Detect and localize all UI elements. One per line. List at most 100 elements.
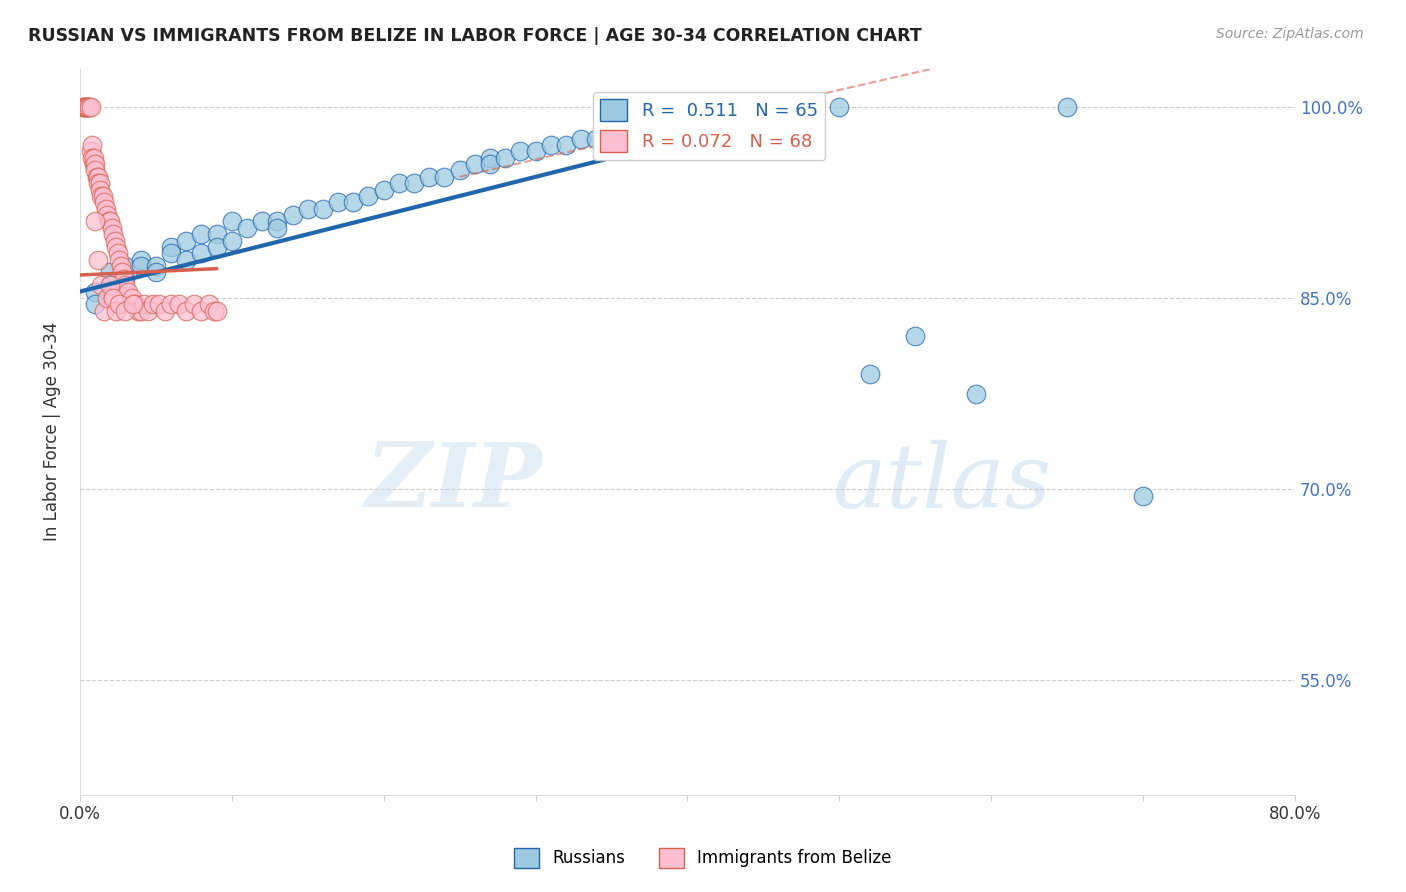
Legend: R =  0.511   N = 65, R = 0.072   N = 68: R = 0.511 N = 65, R = 0.072 N = 68	[593, 92, 825, 160]
Point	[79, 100, 101, 114]
Point	[174, 252, 197, 267]
Point	[828, 100, 851, 114]
Point	[117, 285, 139, 299]
Point	[111, 265, 134, 279]
Point	[692, 112, 714, 127]
Point	[114, 303, 136, 318]
Point	[103, 291, 125, 305]
Point	[167, 297, 190, 311]
Point	[1132, 489, 1154, 503]
Point	[94, 202, 117, 216]
Point	[205, 227, 228, 242]
Point	[89, 176, 111, 190]
Point	[76, 100, 98, 114]
Point	[190, 246, 212, 260]
Point	[75, 100, 97, 114]
Point	[569, 131, 592, 145]
Point	[205, 303, 228, 318]
Point	[114, 259, 136, 273]
Point	[89, 183, 111, 197]
Point	[124, 297, 146, 311]
Point	[418, 169, 440, 184]
Point	[236, 220, 259, 235]
Point	[312, 202, 335, 216]
Point	[91, 189, 114, 203]
Point	[98, 278, 121, 293]
Point	[110, 259, 132, 273]
Point	[98, 214, 121, 228]
Legend: Russians, Immigrants from Belize: Russians, Immigrants from Belize	[508, 841, 898, 875]
Point	[80, 151, 103, 165]
Point	[87, 169, 110, 184]
Text: Source: ZipAtlas.com: Source: ZipAtlas.com	[1216, 27, 1364, 41]
Point	[77, 100, 100, 114]
Point	[84, 214, 107, 228]
Point	[129, 252, 152, 267]
Point	[148, 297, 170, 311]
Point	[114, 278, 136, 293]
Point	[72, 100, 94, 114]
Point	[105, 240, 128, 254]
Point	[73, 100, 96, 114]
Point	[904, 329, 927, 343]
Point	[342, 195, 364, 210]
Point	[107, 246, 129, 260]
Point	[132, 297, 155, 311]
Point	[98, 265, 121, 279]
Point	[105, 303, 128, 318]
Point	[783, 100, 806, 114]
Point	[103, 227, 125, 242]
Point	[190, 303, 212, 318]
Point	[145, 259, 167, 273]
Point	[93, 303, 115, 318]
Point	[104, 234, 127, 248]
Point	[616, 125, 638, 139]
Point	[73, 100, 96, 114]
Point	[737, 106, 759, 120]
Point	[145, 265, 167, 279]
Point	[797, 100, 820, 114]
Point	[98, 278, 121, 293]
Point	[540, 138, 562, 153]
Point	[86, 169, 108, 184]
Point	[721, 106, 744, 120]
Point	[183, 297, 205, 311]
Point	[100, 220, 122, 235]
Point	[142, 297, 165, 311]
Point	[93, 195, 115, 210]
Point	[266, 220, 288, 235]
Point	[676, 112, 699, 127]
Point	[768, 100, 790, 114]
Point	[84, 297, 107, 311]
Point	[129, 259, 152, 273]
Point	[555, 138, 578, 153]
Point	[96, 208, 118, 222]
Point	[97, 214, 120, 228]
Point	[373, 183, 395, 197]
Point	[859, 368, 882, 382]
Point	[76, 100, 98, 114]
Point	[127, 303, 149, 318]
Point	[108, 297, 131, 311]
Point	[250, 214, 273, 228]
Point	[357, 189, 380, 203]
Point	[108, 252, 131, 267]
Point	[190, 227, 212, 242]
Point	[160, 246, 183, 260]
Point	[524, 145, 547, 159]
Point	[752, 100, 775, 114]
Point	[661, 119, 683, 133]
Point	[645, 119, 668, 133]
Point	[478, 151, 501, 165]
Point	[83, 157, 105, 171]
Point	[631, 125, 654, 139]
Point	[509, 145, 531, 159]
Point	[600, 125, 623, 139]
Point	[90, 278, 112, 293]
Point	[174, 234, 197, 248]
Point	[114, 272, 136, 286]
Point	[121, 291, 143, 305]
Point	[112, 272, 135, 286]
Point	[160, 297, 183, 311]
Point	[221, 214, 243, 228]
